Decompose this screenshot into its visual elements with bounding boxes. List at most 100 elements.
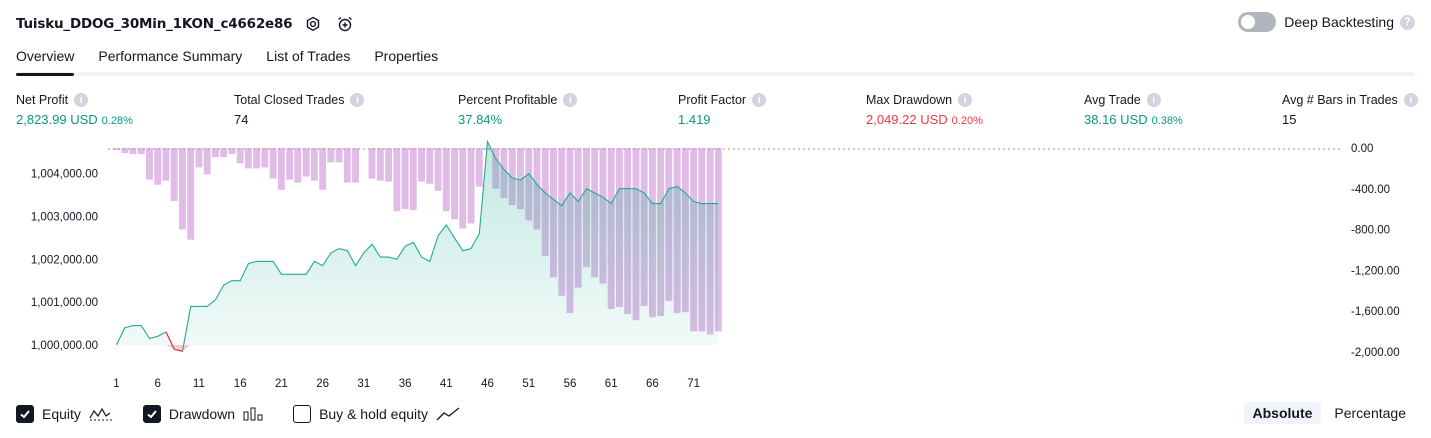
y-left-tick-label: 1,000,000.00 [31,340,98,352]
drawdown-bar [137,148,145,155]
drawdown-bar [294,148,302,183]
metric-avg-trade: Avg Trade i 38.16 USD 0.38% [1084,93,1183,127]
drawdown-label: Drawdown [168,406,236,422]
drawdown-bar [261,148,269,168]
metric-value: 38.16 USD [1084,112,1148,127]
drawdown-bars-icon [243,407,263,421]
drawdown-bar [467,148,475,224]
deep-backtesting-label: Deep Backtesting [1284,14,1394,30]
tab-bar: Overview Performance Summary List of Tra… [16,44,1415,76]
equity-checkbox[interactable]: Equity [16,405,113,423]
drawdown-bar [187,148,195,240]
chart-footer: Equity Drawdown Buy & hold equity Absolu… [16,402,1415,426]
y-left-tick-label: 1,001,000.00 [31,297,98,309]
tab-performance-summary[interactable]: Performance Summary [98,48,243,64]
tab-list-of-trades[interactable]: List of Trades [266,48,351,64]
buy-hold-checkbox[interactable]: Buy & hold equity [293,405,460,423]
drawdown-bar [113,148,120,150]
drawdown-bar [195,148,203,168]
checkbox-checked[interactable] [16,405,34,423]
help-icon[interactable]: i [74,93,89,107]
help-icon[interactable]: i [563,93,578,107]
gear-icon[interactable] [302,13,324,35]
y-left-tick-label: 1,003,000.00 [31,212,98,224]
metric-value: 74 [234,112,249,127]
strategy-header: Tuisku_DDOG_30Min_1KON_c4662e86 [16,10,356,38]
drawdown-bar [335,148,343,163]
help-icon[interactable]: ? [1400,14,1415,30]
metric-percent-profitable: Percent Profitable i 37.84% [458,93,578,127]
drawdown-bar [385,148,392,182]
y-right-tick-label: -1,600.00 [1351,306,1400,318]
equity-label: Equity [42,406,81,422]
y-right-tick-label: 0.00 [1351,143,1373,155]
x-tick-label: 11 [193,378,205,390]
y-left-tick-label: 1,002,000.00 [31,254,98,266]
drawdown-bar [459,148,467,229]
help-icon[interactable]: i [958,93,973,107]
checkbox-unchecked[interactable] [293,405,312,423]
metric-value: 15 [1282,112,1297,127]
scale-mode-switch: Absolute Percentage [1240,402,1416,424]
metric-percent: 0.28% [101,115,133,127]
x-tick-label: 51 [522,378,535,390]
metric-total-closed-trades: Total Closed Trades i 74 [234,93,365,127]
equity-line-icon [89,407,113,421]
x-tick-label: 21 [275,378,288,390]
mode-percentage[interactable]: Percentage [1334,405,1406,421]
metric-max-drawdown: Max Drawdown i 2,049.22 USD 0.20% [866,93,983,127]
drawdown-bar [327,148,335,163]
x-tick-label: 46 [481,378,494,390]
y-left-tick-label: 1,004,000.00 [31,169,98,181]
metrics-row: Net Profit i 2,823.99 USD 0.28% Total Clos… [16,93,1418,133]
trend-line-icon [436,407,460,421]
drawdown-bar [146,148,153,180]
x-tick-label: 6 [154,378,160,390]
drawdown-bar [253,148,261,169]
checkbox-checked[interactable] [142,405,161,423]
help-icon[interactable]: i [1146,93,1161,107]
x-tick-label: 66 [646,378,659,390]
drawdown-bar [426,148,434,184]
drawdown-bar [319,148,327,190]
deep-backtesting-toggle[interactable] [1238,12,1277,32]
metric-value: 37.84% [458,112,503,127]
x-tick-label: 61 [605,378,618,390]
drawdown-bar [244,148,252,169]
drawdown-bar [228,148,236,155]
metric-label: Total Closed Trades [234,93,345,107]
tab-properties[interactable]: Properties [374,48,439,64]
drawdown-bar [203,148,211,175]
metric-label: Profit Factor [678,93,747,107]
y-right-tick-label: -800.00 [1351,225,1390,237]
y-right-tick-label: -1,200.00 [1351,265,1400,277]
drawdown-checkbox[interactable]: Drawdown [142,405,263,423]
x-tick-label: 41 [440,378,453,390]
drawdown-bar [236,148,244,164]
x-tick-label: 31 [357,378,370,390]
metric-avg-bars-in-trades: Avg # Bars in Trades i 15 [1282,93,1418,127]
metric-label: Net Profit [16,93,69,107]
help-icon[interactable]: i [1403,93,1418,107]
x-tick-label: 36 [399,378,412,390]
x-tick-label: 71 [687,378,700,390]
drawdown-bar [376,148,384,181]
drawdown-bar [401,148,409,210]
metric-label: Percent Profitable [458,93,558,107]
drawdown-bar [170,148,178,201]
drawdown-bar [277,148,285,190]
tab-overview[interactable]: Overview [16,44,75,76]
metric-label: Avg # Bars in Trades [1282,93,1398,107]
alarm-add-icon[interactable] [334,13,356,35]
equity-drawdown-chart[interactable]: 1,000,000.00 1,001,000.00 1,002,000.00 1,00… [0,140,1431,395]
mode-absolute[interactable]: Absolute [1243,402,1322,424]
buy-hold-label: Buy & hold equity [319,406,429,422]
drawdown-bar [343,148,351,183]
drawdown-bar [129,148,137,155]
help-icon[interactable]: i [350,93,365,107]
drawdown-bar [409,148,417,211]
drawdown-bar [162,148,170,181]
deep-backtesting: Deep Backtesting ? [1238,12,1415,32]
y-right-tick-label: -2,000.00 [1351,347,1400,359]
help-icon[interactable]: i [752,93,767,107]
